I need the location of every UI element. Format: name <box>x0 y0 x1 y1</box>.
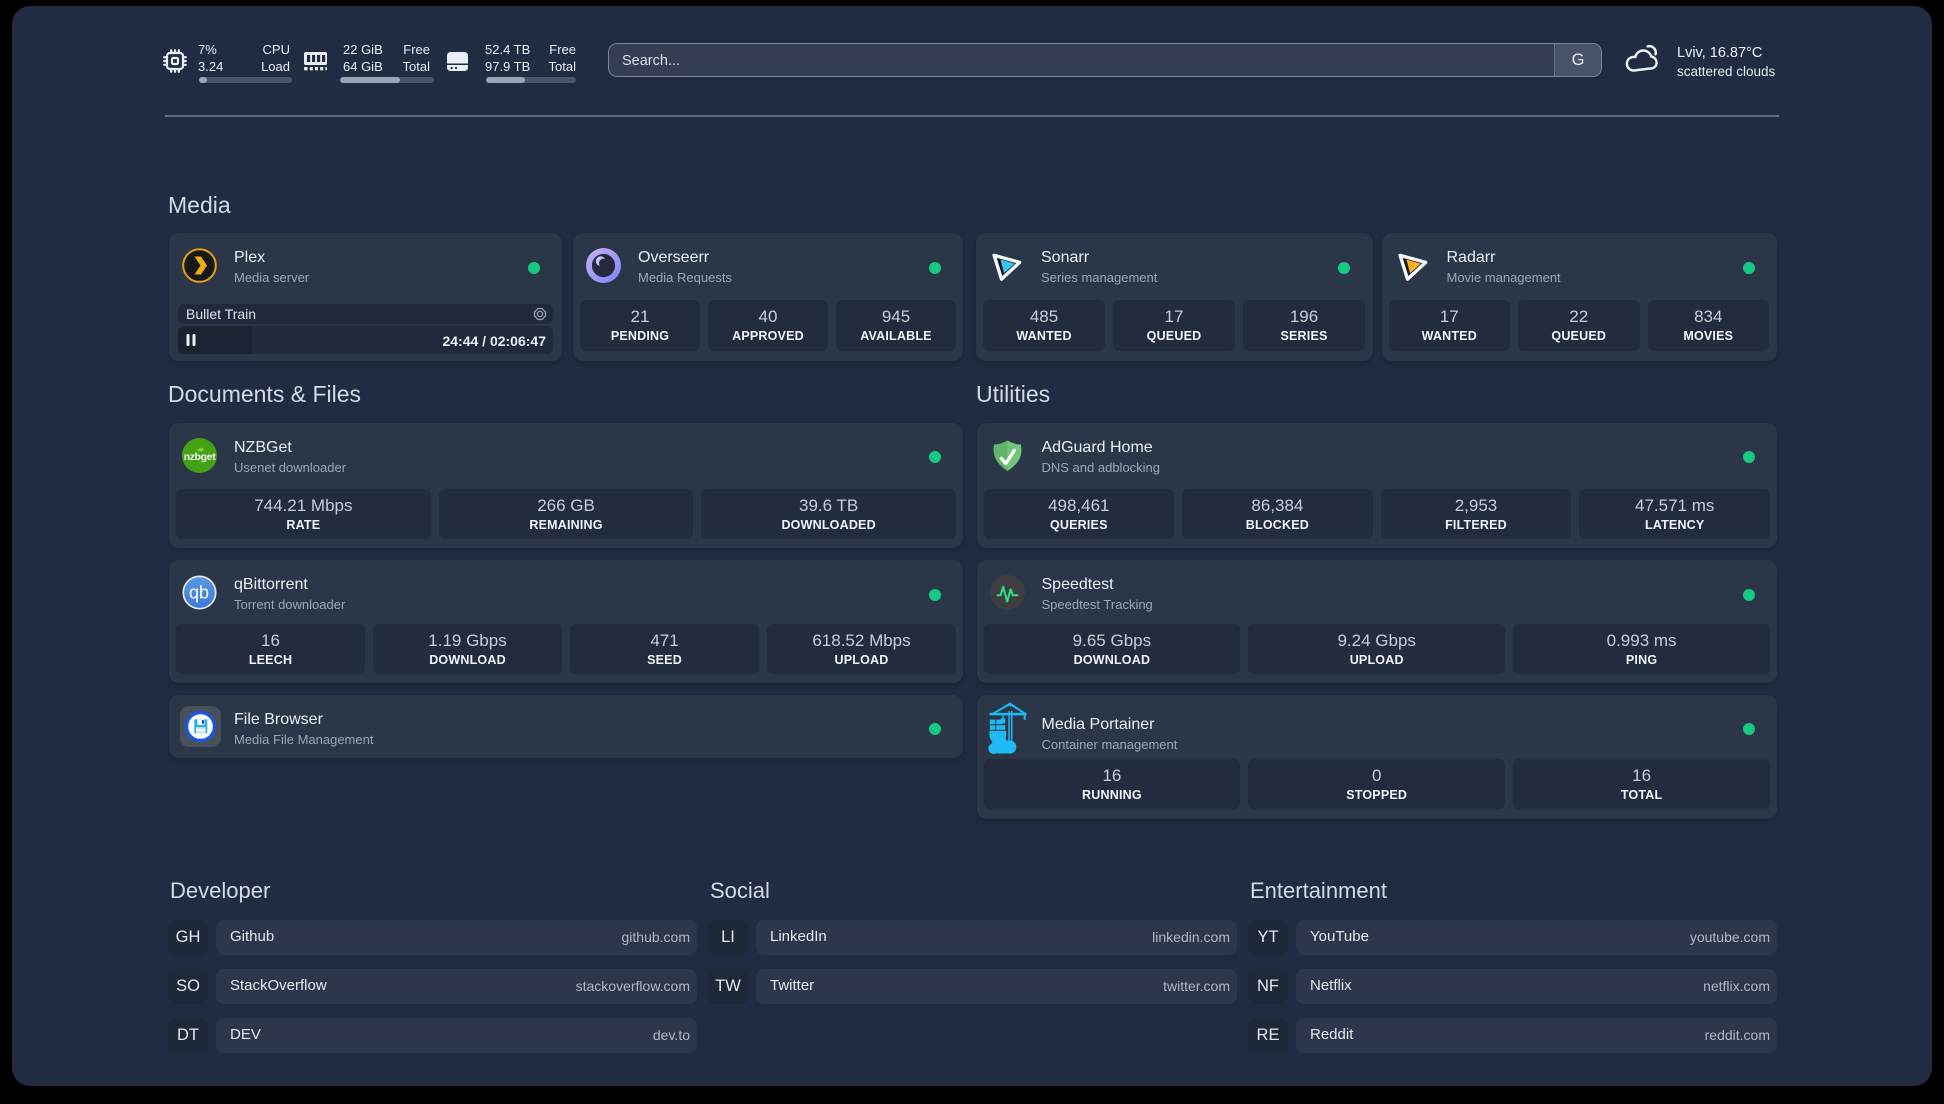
svg-text:qb: qb <box>189 583 209 603</box>
svg-text:nzbget: nzbget <box>184 450 216 462</box>
